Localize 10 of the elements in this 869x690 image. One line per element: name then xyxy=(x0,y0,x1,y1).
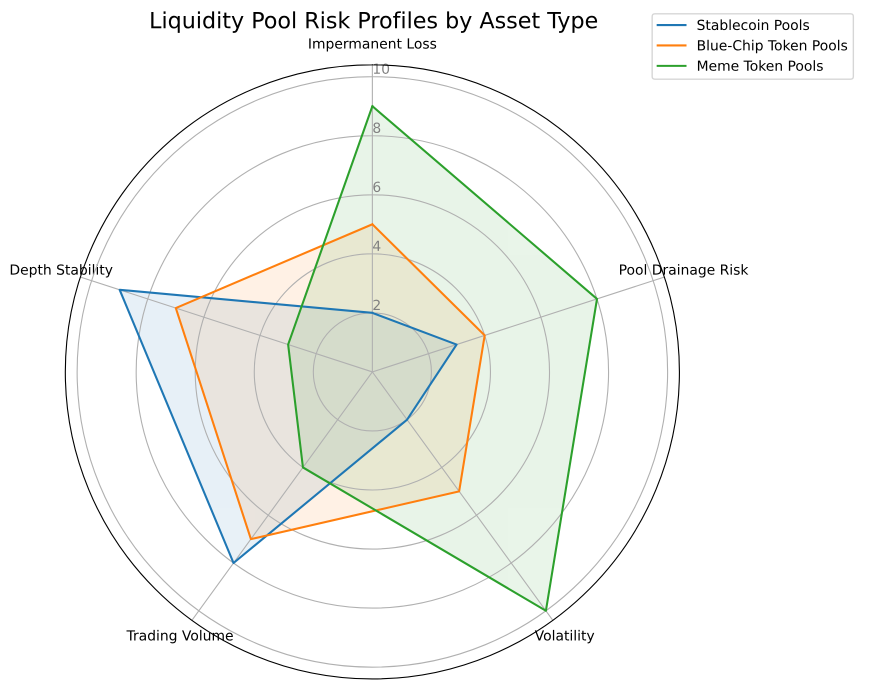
legend-label: Stablecoin Pools xyxy=(698,19,810,30)
y-tick-label: 2 xyxy=(373,300,380,310)
legend-label: Blue-Chip Token Pools xyxy=(698,40,848,54)
spoke-label: Volatility xyxy=(534,630,594,644)
y-tick-label: 4 xyxy=(373,240,380,251)
legend-label: Meme Token Pools xyxy=(698,60,823,71)
chart-title: Liquidity Pool Risk Profiles by Asset Type xyxy=(151,11,598,33)
y-tick-label: 6 xyxy=(373,182,380,192)
spoke-label: Impermanent Loss xyxy=(309,38,436,52)
y-tick-label: 8 xyxy=(373,122,380,134)
